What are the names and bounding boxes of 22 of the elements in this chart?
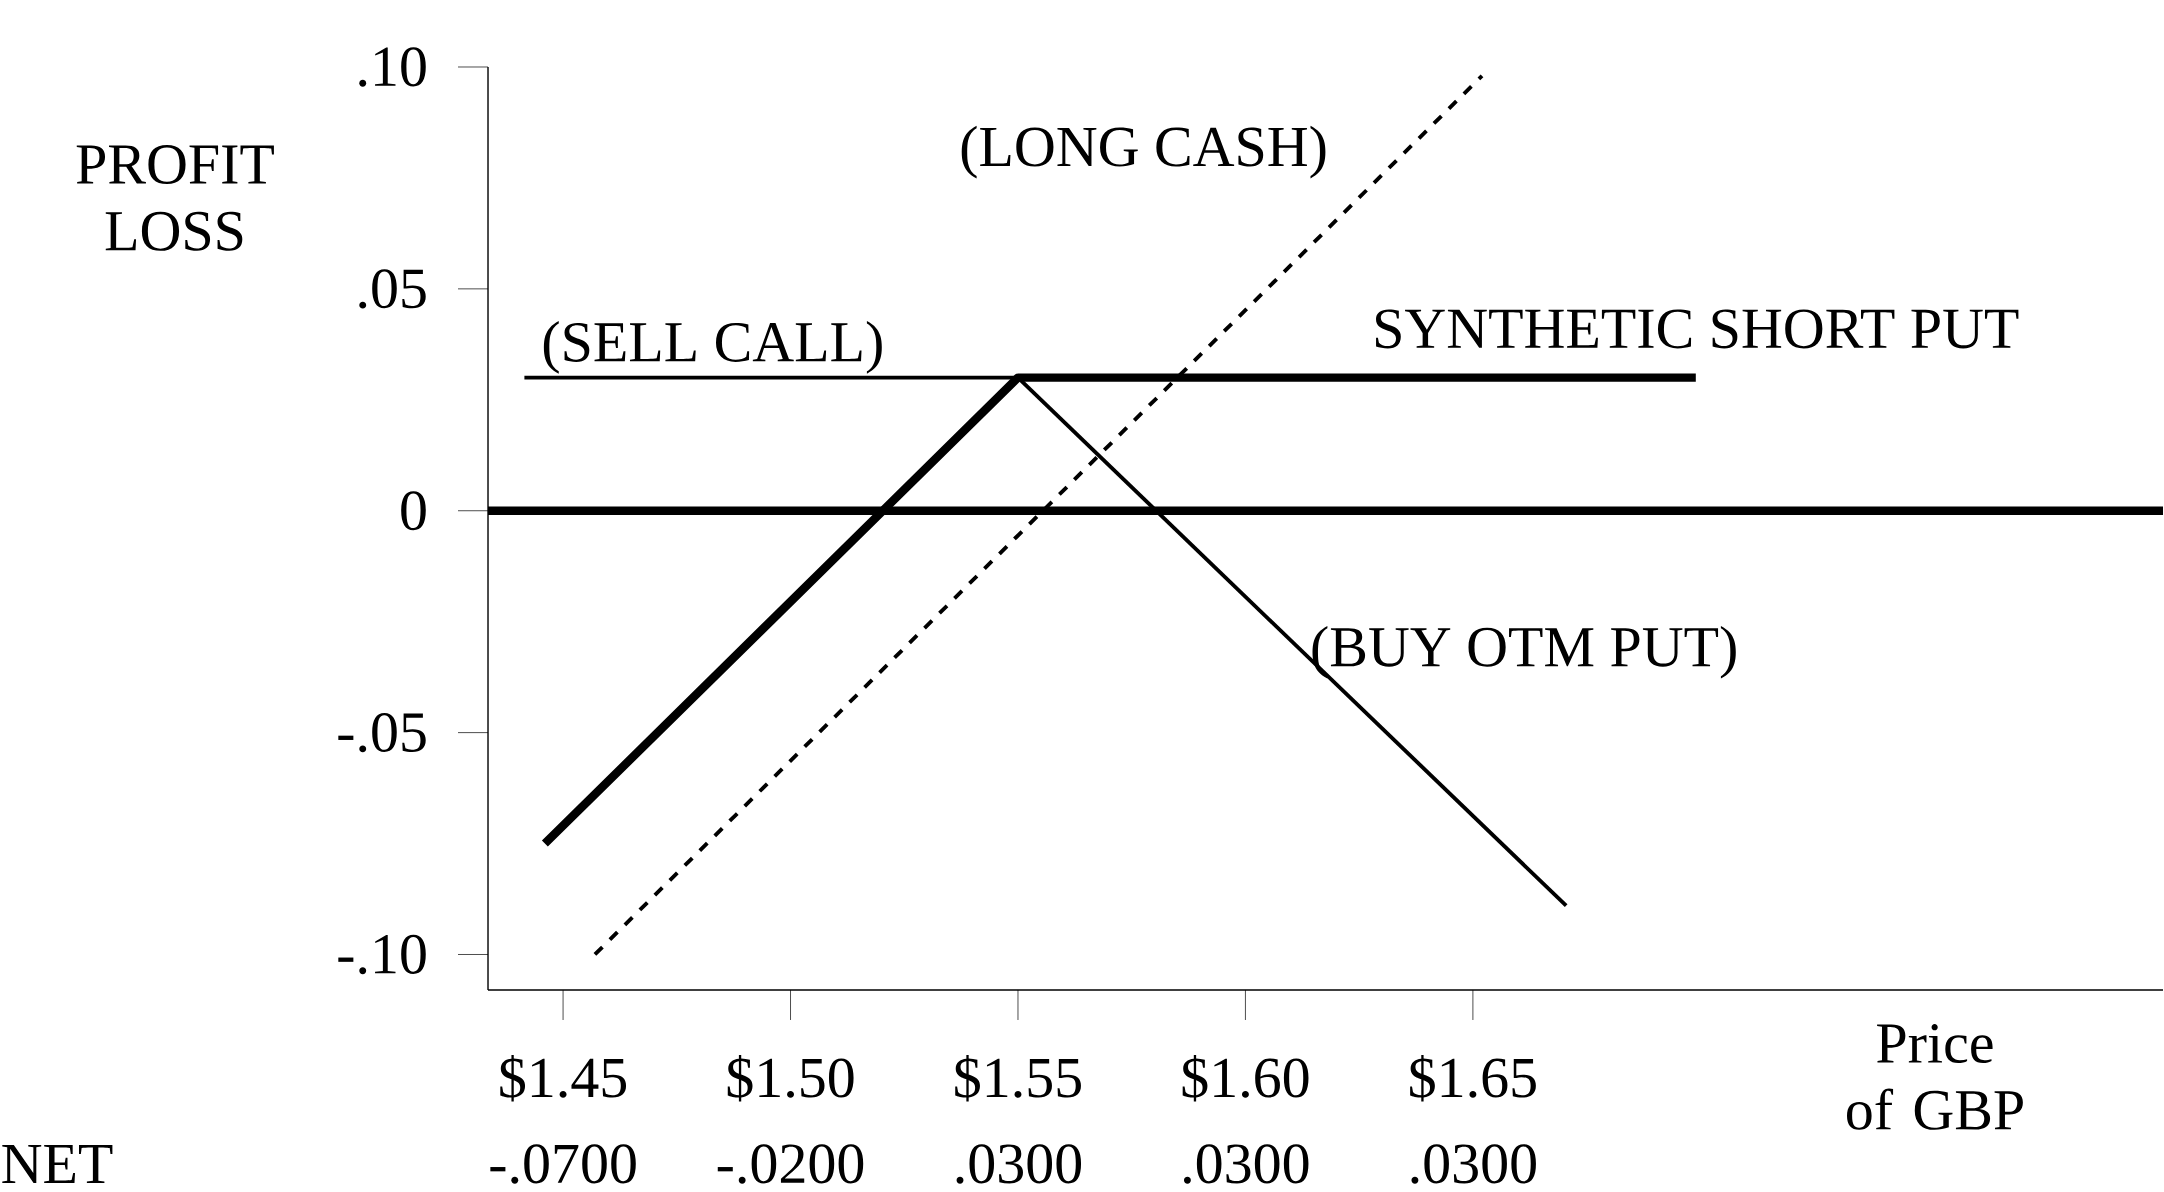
text: .0300: [1183, 1144, 1309, 1184]
text: .0300: [956, 1144, 1082, 1184]
text: -.0700: [490, 1144, 636, 1184]
y-tick-label: 0: [401, 491, 426, 531]
y-tick-label: .10: [359, 47, 426, 87]
x-tick-label: $1.55: [955, 1055, 1081, 1102]
series-label: (SELL CALL): [543, 321, 882, 374]
x-tick-label: $1.45: [500, 1055, 627, 1102]
text: -.0200: [717, 1144, 864, 1184]
y-axis-title: PROFIT LOSS: [76, 145, 274, 251]
series-label: (LONG CASH): [961, 125, 1326, 179]
series-label: SYNTHETIC SHORT PUT: [1376, 309, 2019, 349]
x-axis-title: Price of GBP: [1846, 1024, 2023, 1130]
x-tick-label: $1.60: [1182, 1055, 1309, 1102]
y-tick-label: .05: [359, 269, 426, 309]
text: NET: [2, 1144, 113, 1183]
y-tick-label: -.10: [338, 934, 426, 975]
text: .0300: [1411, 1144, 1536, 1184]
x-tick-label: $1.65: [1410, 1055, 1536, 1102]
y-tick-label: -.05: [338, 712, 426, 753]
x-tick-label: $1.50: [727, 1055, 854, 1102]
series-label: (BUY OTM PUT): [1312, 625, 1736, 679]
